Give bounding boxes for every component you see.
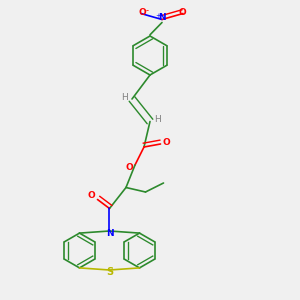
Text: H: H <box>154 116 161 124</box>
Text: N: N <box>158 14 166 22</box>
Text: S: S <box>106 267 113 278</box>
Text: O: O <box>125 164 133 172</box>
Text: N: N <box>106 229 114 238</box>
Text: O: O <box>87 191 95 200</box>
Text: -: - <box>146 7 148 16</box>
Text: +: + <box>155 13 161 19</box>
Text: H: H <box>121 93 128 102</box>
Text: O: O <box>138 8 146 17</box>
Text: O: O <box>162 138 170 147</box>
Text: O: O <box>178 8 186 17</box>
